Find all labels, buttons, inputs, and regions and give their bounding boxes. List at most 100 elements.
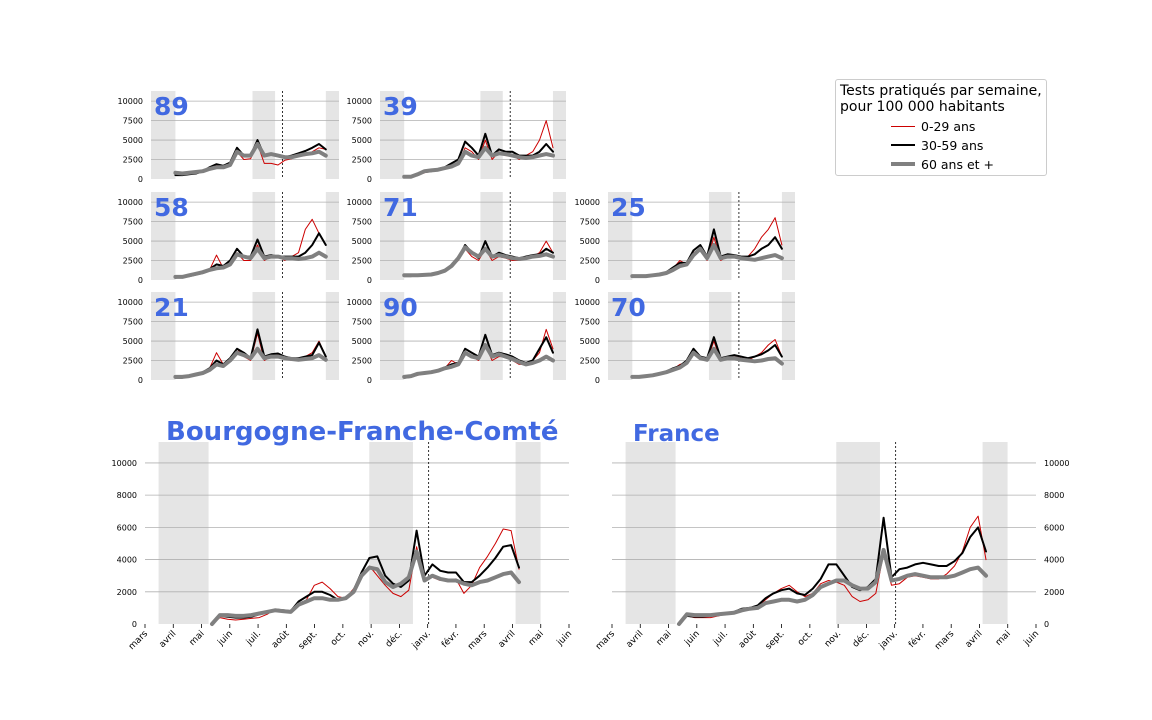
legend-entry-senior: 60 ans et + — [891, 155, 994, 173]
legend-label-middle: 30-59 ans — [921, 137, 984, 153]
x-tick-label-6: sept. — [764, 629, 787, 652]
x-tick-label-0: mars — [127, 629, 150, 652]
series-line-middle — [678, 516, 987, 625]
shaded-period-0 — [380, 292, 405, 380]
y-tick-label-2: 5000 — [352, 237, 372, 246]
y-tick-label-4: 10000 — [118, 298, 143, 307]
x-tick-label-0: mars — [594, 629, 617, 652]
x-tick-label-11: févr. — [439, 628, 461, 650]
shaded-period-0 — [608, 292, 633, 380]
x-tick-label-4: juil. — [711, 629, 730, 648]
series-line-senior — [630, 346, 784, 379]
y-tick-label-2: 4000 — [1044, 556, 1064, 565]
y-tick-label-4: 8000 — [117, 491, 137, 500]
y-tick-label-1: 2500 — [352, 257, 372, 266]
x-tick-label-9: déc. — [850, 628, 871, 649]
legend-swatch-senior — [891, 162, 915, 166]
y-tick-label-1: 2500 — [123, 257, 143, 266]
shaded-period-0 — [380, 91, 405, 179]
legend: Tests pratiqués par semaine, pour 100 00… — [835, 79, 1047, 176]
y-tick-label-1: 2500 — [352, 357, 372, 366]
series-line-middle — [211, 529, 520, 625]
y-tick-label-4: 10000 — [575, 198, 600, 207]
series-line-young — [211, 528, 520, 625]
y-tick-label-0: 0 — [132, 620, 137, 629]
shaded-period-2 — [325, 91, 339, 179]
x-tick-label-12: mars — [933, 629, 956, 652]
panel-label: 70 — [611, 293, 646, 322]
x-tick-label-14: mai — [527, 629, 546, 648]
y-tick-label-3: 7500 — [352, 117, 372, 126]
y-tick-label-2: 5000 — [580, 337, 600, 346]
shaded-period-0 — [151, 192, 176, 280]
panel-0: 0 2500 5000 7500 10000 89 — [118, 91, 339, 184]
shaded-period-2 — [781, 292, 795, 380]
series-line-senior — [402, 343, 555, 379]
x-tick-label-4: juil. — [244, 629, 263, 648]
y-tick-label-5: 10000 — [112, 459, 137, 468]
x-tick-label-7: oct. — [796, 629, 815, 648]
x-tick-label-1: avril — [157, 629, 178, 650]
x-tick-label-5: août — [270, 629, 292, 651]
shaded-period-0 — [151, 292, 176, 380]
series-line-senior — [630, 243, 784, 279]
shaded-period-1 — [708, 292, 732, 380]
panel-3: 0 2500 5000 7500 10000 71 — [347, 192, 566, 285]
shaded-period-0 — [151, 91, 176, 179]
y-tick-label-0: 0 — [138, 175, 143, 184]
y-tick-label-5: 10000 — [1044, 459, 1069, 468]
series-line-senior — [402, 245, 555, 278]
panel-label: 39 — [383, 92, 418, 121]
y-tick-label-2: 5000 — [352, 337, 372, 346]
series-line-young — [174, 218, 327, 279]
y-tick-label-0: 0 — [367, 276, 372, 285]
series-line-middle — [631, 228, 783, 278]
shaded-period-0 — [380, 192, 405, 280]
y-tick-label-0: 0 — [595, 276, 600, 285]
y-tick-label-0: 0 — [595, 376, 600, 385]
y-tick-label-0: 0 — [138, 376, 143, 385]
y-tick-label-3: 7500 — [123, 117, 143, 126]
shaded-period-0 — [625, 442, 676, 624]
x-tick-label-2: mai — [188, 629, 207, 648]
x-tick-label-15: juin — [555, 629, 574, 648]
shaded-period-0 — [608, 192, 633, 280]
panel-label: 89 — [154, 92, 189, 121]
panel-5: 0 2500 5000 7500 10000 21 — [118, 292, 339, 385]
shaded-period-2 — [325, 292, 339, 380]
shaded-period-1 — [252, 192, 276, 280]
y-tick-label-3: 7500 — [352, 318, 372, 327]
x-tick-label-13: avril — [964, 629, 985, 650]
panel-1: 0 2500 5000 7500 10000 39 — [347, 91, 566, 184]
x-tick-label-10: janv. — [410, 629, 433, 652]
shaded-period-1 — [480, 91, 503, 179]
series-line-middle — [174, 328, 327, 379]
series-line-senior — [173, 142, 328, 176]
panel-label: 25 — [611, 193, 646, 222]
y-tick-label-0: 0 — [367, 175, 372, 184]
y-tick-label-0: 0 — [1044, 620, 1049, 629]
y-tick-label-3: 7500 — [123, 318, 143, 327]
legend-swatch-young — [891, 125, 915, 127]
legend-label-young: 0-29 ans — [921, 118, 976, 134]
y-tick-label-0: 0 — [138, 276, 143, 285]
shaded-period-2 — [515, 442, 541, 624]
x-tick-label-8: nov. — [356, 629, 376, 649]
y-tick-label-2: 5000 — [123, 337, 143, 346]
legend-entry-young: 0-29 ans — [891, 117, 975, 135]
y-tick-label-4: 8000 — [1044, 491, 1064, 500]
x-tick-label-5: août — [737, 629, 759, 651]
x-tick-label-8: nov. — [823, 629, 843, 649]
panel-2: 0 2500 5000 7500 10000 58 — [118, 192, 339, 285]
shaded-period-1 — [480, 192, 503, 280]
legend-entry-middle: 30-59 ans — [891, 136, 983, 154]
shaded-period-2 — [982, 442, 1008, 624]
y-tick-label-1: 2500 — [123, 156, 143, 165]
legend-label-senior: 60 ans et + — [921, 156, 994, 172]
y-tick-label-1: 2500 — [123, 357, 143, 366]
y-tick-label-1: 2500 — [352, 156, 372, 165]
series-line-young — [403, 120, 554, 178]
y-tick-label-4: 10000 — [118, 97, 143, 106]
y-tick-label-4: 10000 — [575, 298, 600, 307]
